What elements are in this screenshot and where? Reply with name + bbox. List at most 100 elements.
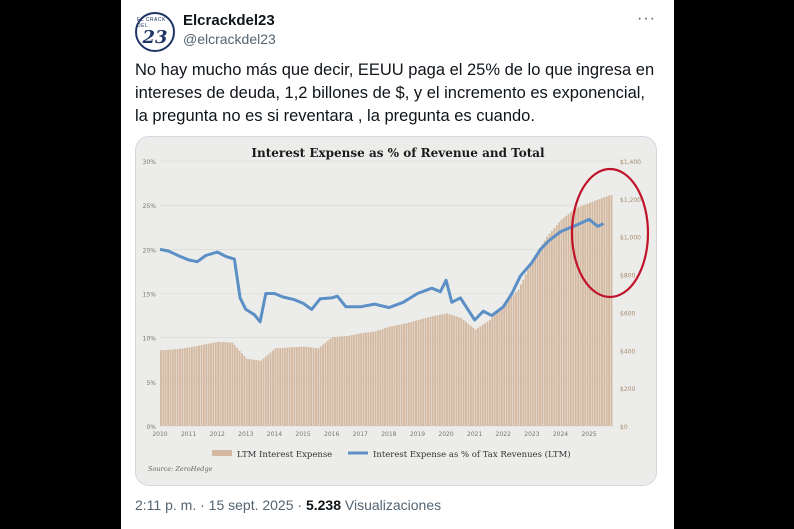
bar-interest-expense [357,333,360,426]
bar-interest-expense [403,323,406,426]
more-options-icon[interactable]: ··· [637,10,656,27]
tweet-media[interactable]: Interest Expense as % of Revenue and Tot… [135,136,657,486]
bar-interest-expense [226,342,229,426]
bar-interest-expense [398,324,401,426]
bar-interest-expense [198,345,201,426]
legend-swatch-bar [212,450,232,456]
bar-interest-expense [391,326,394,426]
bar-interest-expense [202,344,205,426]
avatar-number: 23 [142,27,168,48]
bar-interest-expense [367,332,370,426]
bar-interest-expense [186,347,189,426]
line-interest-pct [159,217,605,324]
bar-interest-expense [522,279,525,426]
bar-interest-expense [317,348,320,426]
bar-interest-expense [427,317,429,426]
bar-interest-expense [605,196,608,426]
tweet-card: EL CRACK DEL 23 Elcrackdel23 @elcrackdel… [121,0,674,529]
bar-interest-expense [577,207,580,426]
bar-interest-expense [598,199,601,426]
bar-interest-expense [515,292,518,426]
bar-interest-expense [195,346,198,426]
bar-interest-expense [562,217,565,426]
bar-interest-expense [603,197,606,426]
bar-interest-expense [183,348,186,426]
bar-interest-expense [536,251,539,426]
bar-interest-expense [267,354,270,426]
author-name[interactable]: Elcrackdel23 [183,12,275,29]
views-count: 5.238 [305,497,341,513]
bar-interest-expense [281,347,284,426]
author-handle[interactable]: @elcrackdel23 [183,31,276,47]
y-left-tick-label: 30% [143,159,157,166]
bar-interest-expense [446,313,448,426]
x-tick-label: 2013 [238,431,253,438]
chart: Interest Expense as % of Revenue and Tot… [143,146,650,473]
x-tick-label: 2023 [524,431,539,438]
bar-interest-expense [360,333,363,426]
bar-interest-expense [236,348,239,426]
avatar-small-text: EL CRACK DEL [137,17,166,29]
bar-interest-expense [245,358,248,426]
bar-interest-expense [424,318,427,426]
bar-interest-expense [539,248,541,426]
bar-interest-expense [417,320,420,426]
bar-interest-expense [305,346,308,426]
chart-source: Source: ZeroHedge [148,465,213,473]
bar-interest-expense [179,348,181,426]
views-label: Visualizaciones [341,497,442,513]
bar-interest-expense [579,206,582,426]
bar-interest-expense [438,314,441,426]
bar-interest-expense [293,347,296,426]
bar-interest-expense [262,358,265,426]
bar-interest-expense [524,274,527,426]
bar-interest-expense [319,346,322,426]
bar-interest-expense [441,314,444,426]
bar-interest-expense [233,345,236,426]
bar-interest-expense [341,336,344,426]
bar-interest-expense [264,356,267,426]
tweet-text: No hay mucho más que decir, EEUU paga el… [135,61,655,125]
bar-interest-expense [500,307,503,426]
x-tick-label: 2016 [324,431,339,438]
bar-interest-expense [565,215,568,426]
x-tick-label: 2025 [581,431,596,438]
bar-interest-expense [326,340,329,426]
bar-interest-expense [160,350,162,426]
bar-interest-expense [586,203,589,426]
bar-interest-expense [474,329,477,426]
bar-interest-expense [558,222,560,426]
bar-interest-expense [241,353,243,426]
bar-interest-expense [291,347,293,426]
y-left-tick-label: 15% [143,292,157,299]
bar-interest-expense [374,331,377,426]
bar-interest-expense [529,264,532,426]
bar-interest-expense [176,349,179,426]
x-tick-label: 2015 [295,431,310,438]
bar-interest-expense [355,334,358,426]
bar-interest-expense [460,318,463,426]
bar-interest-expense [279,348,282,426]
bar-interest-expense [508,299,510,426]
bar-interest-expense [338,336,341,426]
chart-title: Interest Expense as % of Revenue and Tot… [251,146,545,160]
bar-interest-expense [214,342,217,426]
bar-interest-expense [396,325,398,426]
avatar[interactable]: EL CRACK DEL 23 [135,12,175,52]
tweet-timestamp[interactable]: 2:11 p. m. · 15 sept. 2025 · [135,497,306,513]
y-right-tick-label: $1,000 [620,235,641,242]
bar-interest-expense [388,326,391,426]
bar-interest-expense [207,343,210,426]
bar-interest-expense [238,350,241,426]
bar-interest-expense [224,342,227,426]
bar-interest-expense [393,325,396,426]
bar-interest-expense [164,349,167,426]
x-tick-label: 2019 [410,431,425,438]
bar-interest-expense [345,336,348,426]
y-right-tick-label: $400 [620,348,635,355]
bar-interest-expense [248,359,251,426]
bar-interest-expense [469,325,472,426]
y-left-tick-label: 10% [143,336,157,343]
bar-interest-expense [400,324,403,426]
bar-interest-expense [512,294,515,426]
